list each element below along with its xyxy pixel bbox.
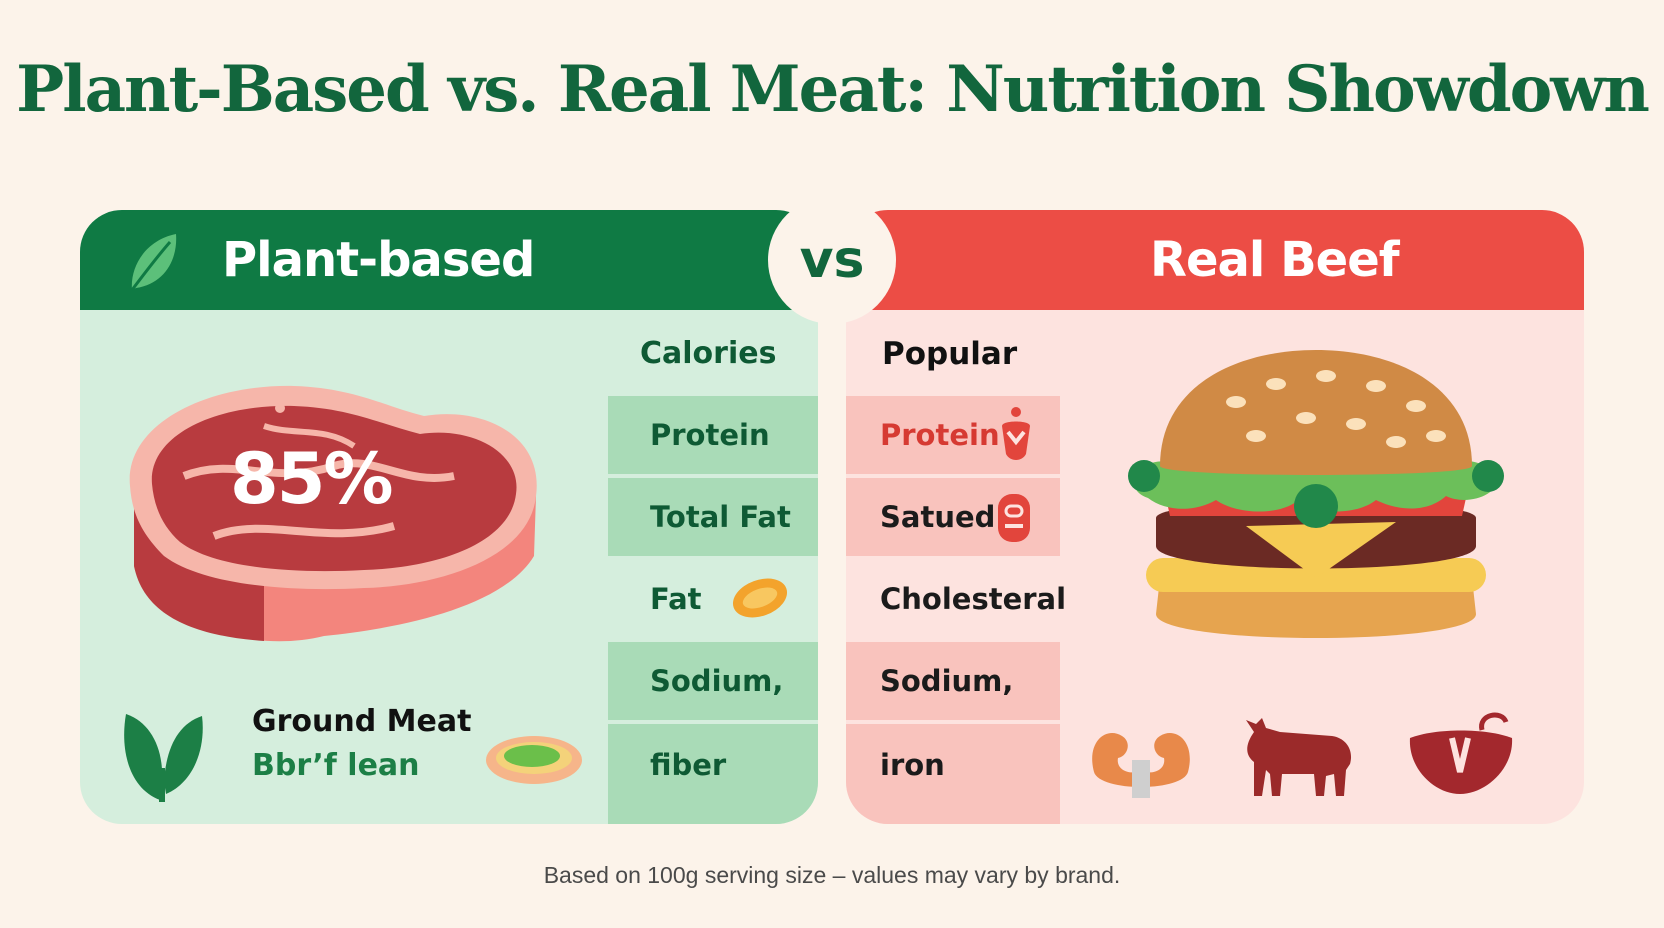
left-row-sodium: Sodium,	[650, 664, 784, 698]
left-row-fat: Fat	[650, 582, 702, 616]
ground-meat-label: Ground Meat	[252, 704, 472, 739]
left-row-total-fat: Total Fat	[650, 500, 791, 534]
real-beef-header: Real Beef	[846, 210, 1584, 310]
plant-based-header: Plant-based	[80, 210, 818, 310]
burger-icon	[1126, 346, 1506, 670]
plant-based-panel: Plant-based 85% Ground Meat Bbr’f lean	[80, 210, 818, 824]
avocado-slice-icon	[730, 576, 790, 624]
fat-drop-icon	[996, 492, 1032, 548]
right-row-protein: Protein	[880, 418, 1000, 452]
plant-based-title: Plant-based	[222, 232, 535, 288]
muscle-icon	[1086, 712, 1196, 804]
right-row-saturated: Satued	[880, 500, 996, 534]
calories-heading: Calories	[640, 336, 777, 371]
cow-icon	[1240, 710, 1356, 804]
beef-lean-label: Bbr’f lean	[252, 748, 420, 783]
steak-icon	[124, 366, 554, 660]
plant-sprout-icon	[120, 708, 206, 808]
real-beef-title: Real Beef	[1150, 232, 1400, 288]
right-row-iron: iron	[880, 748, 945, 782]
left-row-protein: Protein	[650, 418, 770, 452]
leaf-icon	[124, 230, 182, 298]
right-row-cholesterol: Cholesteral	[880, 582, 1067, 616]
protein-bottle-icon	[996, 406, 1036, 466]
percent-value: 85%	[230, 438, 394, 520]
vs-badge: vs	[768, 196, 896, 324]
plant-patty-icon	[484, 732, 584, 792]
popular-heading: Popular	[882, 336, 1018, 372]
real-beef-panel: Real Beef Popular Protein Satued Cholest…	[846, 210, 1584, 824]
beef-cut-icon	[1406, 708, 1516, 802]
right-row-sodium: Sodium,	[880, 664, 1014, 698]
footer-note: Based on 100g serving size – values may …	[543, 862, 1121, 888]
left-row-fiber: fiber	[650, 748, 727, 782]
page-title: Plant-Based vs. Real Meat: Nutrition Sho…	[16, 52, 1650, 127]
